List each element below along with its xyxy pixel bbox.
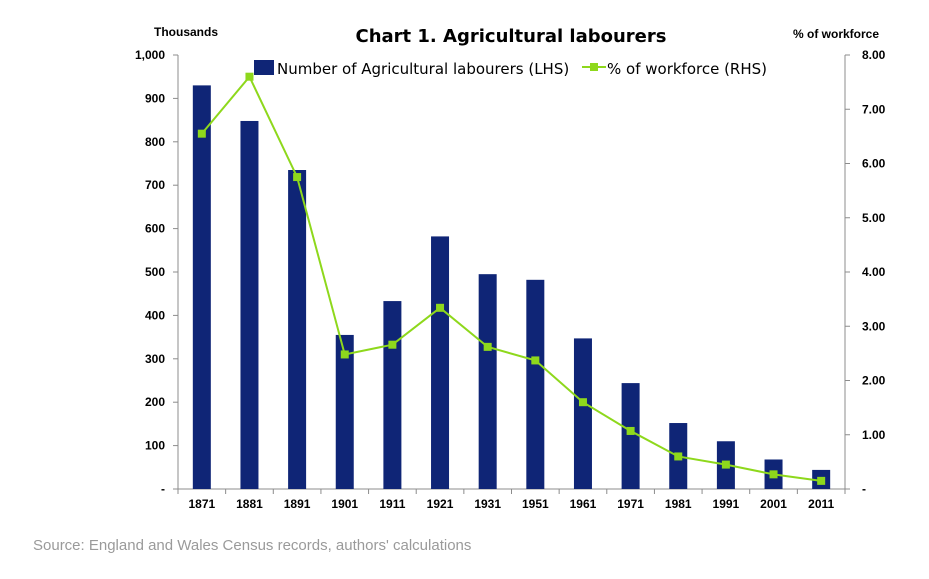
x-tick-label: 1971 — [617, 497, 644, 511]
y-left-tick-label: 500 — [145, 265, 165, 279]
pct-point-1931 — [483, 342, 492, 351]
line-series — [197, 72, 826, 485]
bar-1931 — [478, 274, 497, 489]
bar-1871 — [192, 85, 211, 489]
y-left-tick-label: 700 — [145, 178, 165, 192]
bar-1921 — [431, 236, 450, 489]
y-left-tick-label: 400 — [145, 308, 165, 322]
y-right-tick-label: - — [862, 482, 866, 496]
pct-point-1981 — [674, 452, 683, 461]
x-tick-label: 1931 — [474, 497, 501, 511]
y-right-tick-label: 1.00 — [862, 428, 886, 442]
bar-1881 — [240, 120, 259, 489]
y-right-tick-label: 7.00 — [862, 102, 886, 116]
x-tick-label: 1951 — [522, 497, 549, 511]
y-right-tick-label: 8.00 — [862, 48, 886, 62]
y-right-tick-label: 2.00 — [862, 374, 886, 388]
y-left-tick-label: 600 — [145, 222, 165, 236]
pct-point-2001 — [769, 470, 778, 479]
x-tick-label: 1881 — [236, 497, 263, 511]
x-tick-label: 2001 — [760, 497, 787, 511]
legend: Number of Agricultural labourers (LHS) %… — [254, 60, 767, 78]
pct-workforce-line — [201, 74, 822, 482]
y-right-tick-label: 5.00 — [862, 211, 886, 225]
y-left-tick-label: 800 — [145, 135, 165, 149]
bar-1951 — [526, 279, 545, 489]
x-tick-label: 1901 — [331, 497, 358, 511]
x-tick-label: 1891 — [284, 497, 311, 511]
y-left-tick-label: 200 — [145, 395, 165, 409]
axes — [173, 54, 850, 494]
bar-1971 — [621, 383, 640, 489]
pct-point-1951 — [531, 356, 540, 365]
y-axis-left-title: Thousands — [154, 25, 218, 39]
ticks: - 100 200 300 400 500 600 700 800 900 1,000 - 1.00 2.… — [135, 48, 886, 511]
y-left-tick-label: - — [161, 482, 165, 496]
y-left-tick-label: 100 — [145, 439, 165, 453]
y-left-tick-label: 1,000 — [135, 48, 165, 62]
y-right-tick-label: 3.00 — [862, 319, 886, 333]
bar-1961 — [573, 338, 592, 489]
pct-point-1891 — [293, 173, 302, 182]
pct-point-1881 — [245, 72, 254, 81]
x-tick-label: 1921 — [427, 497, 454, 511]
x-tick-label: 1961 — [570, 497, 597, 511]
x-tick-label: 1871 — [188, 497, 215, 511]
y-left-tick-label: 300 — [145, 352, 165, 366]
pct-point-2011 — [817, 476, 826, 485]
source-note: Source: England and Wales Census records… — [33, 537, 472, 554]
y-left-tick-label: 900 — [145, 91, 165, 105]
bar-1901 — [335, 334, 354, 489]
x-tick-label: 1981 — [665, 497, 692, 511]
x-tick-label: 1991 — [713, 497, 740, 511]
pct-point-1921 — [436, 303, 445, 312]
pct-point-1971 — [626, 426, 635, 435]
y-right-tick-label: 4.00 — [862, 265, 886, 279]
pct-point-1871 — [197, 129, 206, 138]
pct-point-1961 — [578, 398, 587, 407]
y-axis-right-title: % of workforce — [793, 27, 879, 41]
bar-1911 — [383, 301, 402, 489]
pct-point-1901 — [340, 350, 349, 359]
legend-bar-label: Number of Agricultural labourers (LHS) — [277, 60, 569, 78]
pct-point-1991 — [721, 460, 730, 469]
x-tick-label: 1911 — [379, 497, 405, 511]
bar-1891 — [288, 170, 307, 489]
legend-bar-swatch — [254, 60, 274, 75]
pct-point-1911 — [388, 340, 397, 349]
chart-title: Chart 1. Agricultural labourers — [355, 26, 666, 47]
legend-line-marker — [590, 63, 598, 71]
legend-line-label: % of workforce (RHS) — [607, 60, 767, 78]
bars — [192, 85, 831, 489]
x-tick-label: 2011 — [808, 497, 834, 511]
y-right-tick-label: 6.00 — [862, 157, 886, 171]
